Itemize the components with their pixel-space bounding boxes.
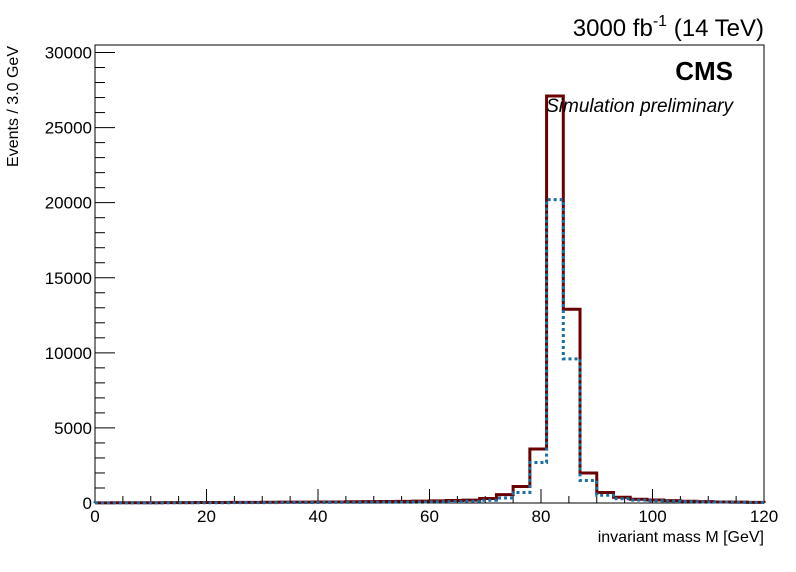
lumi-label: 3000 fb-1 (14 TeV) [573, 13, 764, 42]
y-tick-label: 25000 [45, 119, 92, 138]
y-tick-label: 0 [83, 494, 92, 513]
x-tick-label: 0 [90, 507, 99, 526]
y-tick-label: 30000 [45, 44, 92, 63]
experiment-label: CMS [675, 56, 733, 86]
tick-labels: 0 20 40 60 80 100 120 0 5000 10000 15000 20000 25000… [45, 44, 778, 526]
y-tick-label: 20000 [45, 194, 92, 213]
axis-ticks [94, 52, 765, 504]
histogram-series-1 [93, 94, 766, 505]
y-tick-label: 15000 [45, 269, 92, 288]
x-tick-label: 40 [309, 507, 328, 526]
histogram-series-2 [93, 198, 766, 505]
y-tick-label: 10000 [45, 344, 92, 363]
x-tick-label: 120 [750, 507, 778, 526]
x-tick-label: 60 [420, 507, 439, 526]
subtitle-label: Simulation preliminary [546, 96, 734, 117]
x-tick-label: 100 [638, 507, 666, 526]
x-axis-title: invariant mass M [GeV] [598, 529, 764, 546]
y-axis-title: Events / 3.0 GeV [5, 46, 22, 167]
x-tick-label: 80 [532, 507, 551, 526]
series-layer [93, 94, 766, 505]
x-tick-label: 20 [197, 507, 216, 526]
y-tick-label: 5000 [54, 419, 92, 438]
